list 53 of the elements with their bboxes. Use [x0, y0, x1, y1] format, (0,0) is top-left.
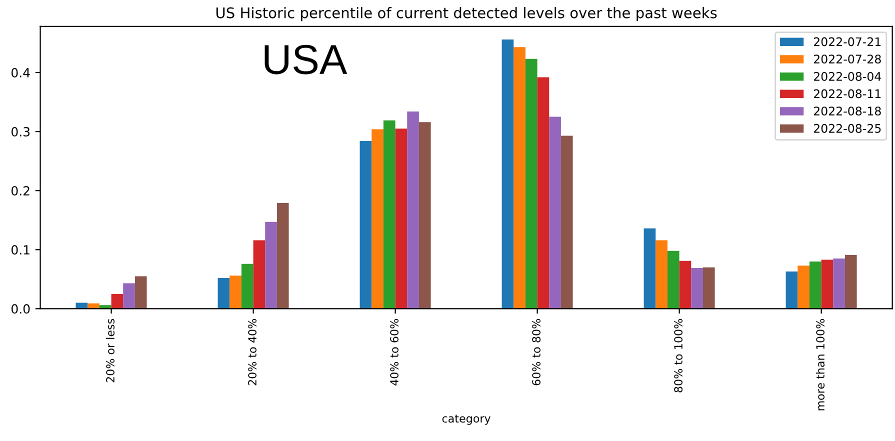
legend-label: 2022-08-25: [814, 124, 881, 133]
bar: [395, 128, 408, 309]
bar: [383, 120, 396, 309]
y-tick-label: 0.1: [12, 245, 30, 255]
bar: [809, 261, 822, 309]
bar: [218, 278, 230, 309]
bar: [253, 240, 266, 309]
bar: [265, 222, 277, 309]
y-tick-label: 0.3: [12, 127, 30, 136]
bar: [821, 260, 834, 309]
y-tick-label: 0.0: [12, 304, 30, 314]
bar: [372, 129, 384, 309]
annotation: USA: [264, 44, 348, 74]
bar: [786, 272, 798, 309]
bar: [537, 77, 550, 309]
legend-label: 2022-07-21: [814, 37, 881, 46]
bar: [679, 260, 692, 309]
legend-label: 2022-08-11: [814, 89, 881, 98]
bar: [123, 283, 135, 309]
bar: [111, 294, 124, 309]
bar: [276, 203, 289, 309]
x-tick-label: 20% or less: [106, 318, 114, 382]
bar: [502, 39, 514, 309]
chart-title: US Historic percentile of current detected levels over the past weeks: [216, 7, 717, 22]
y-tick-label: 0.2: [12, 186, 30, 196]
bar: [514, 47, 526, 309]
bar: [656, 240, 668, 309]
x-axis-title: category: [442, 414, 491, 425]
legend-label: 2022-08-04: [814, 72, 882, 81]
bar: [691, 268, 703, 309]
x-tick-label: 80% to 100%: [674, 319, 683, 392]
bar: [667, 250, 680, 309]
bar: [418, 122, 431, 309]
bar: [407, 111, 419, 309]
bar: [644, 228, 656, 309]
bar: [833, 258, 845, 309]
bar: [844, 254, 857, 309]
bar: [241, 264, 254, 309]
x-tick-label: 40% to 60%: [390, 319, 399, 386]
x-tick-label: 20% to 40%: [248, 319, 257, 386]
x-tick-label: 60% to 80%: [532, 319, 541, 386]
bar: [230, 276, 242, 309]
bar: [560, 136, 573, 309]
legend-label: 2022-07-28: [814, 54, 881, 64]
y-tick-label: 0.4: [12, 68, 30, 78]
bar: [134, 276, 147, 309]
x-tick-label: more than 100%: [816, 319, 825, 410]
bar: [549, 116, 561, 309]
bar: [702, 267, 715, 309]
bar: [360, 141, 372, 309]
bar: [525, 58, 538, 309]
legend-label: 2022-08-18: [814, 106, 881, 116]
bar: [798, 266, 810, 309]
